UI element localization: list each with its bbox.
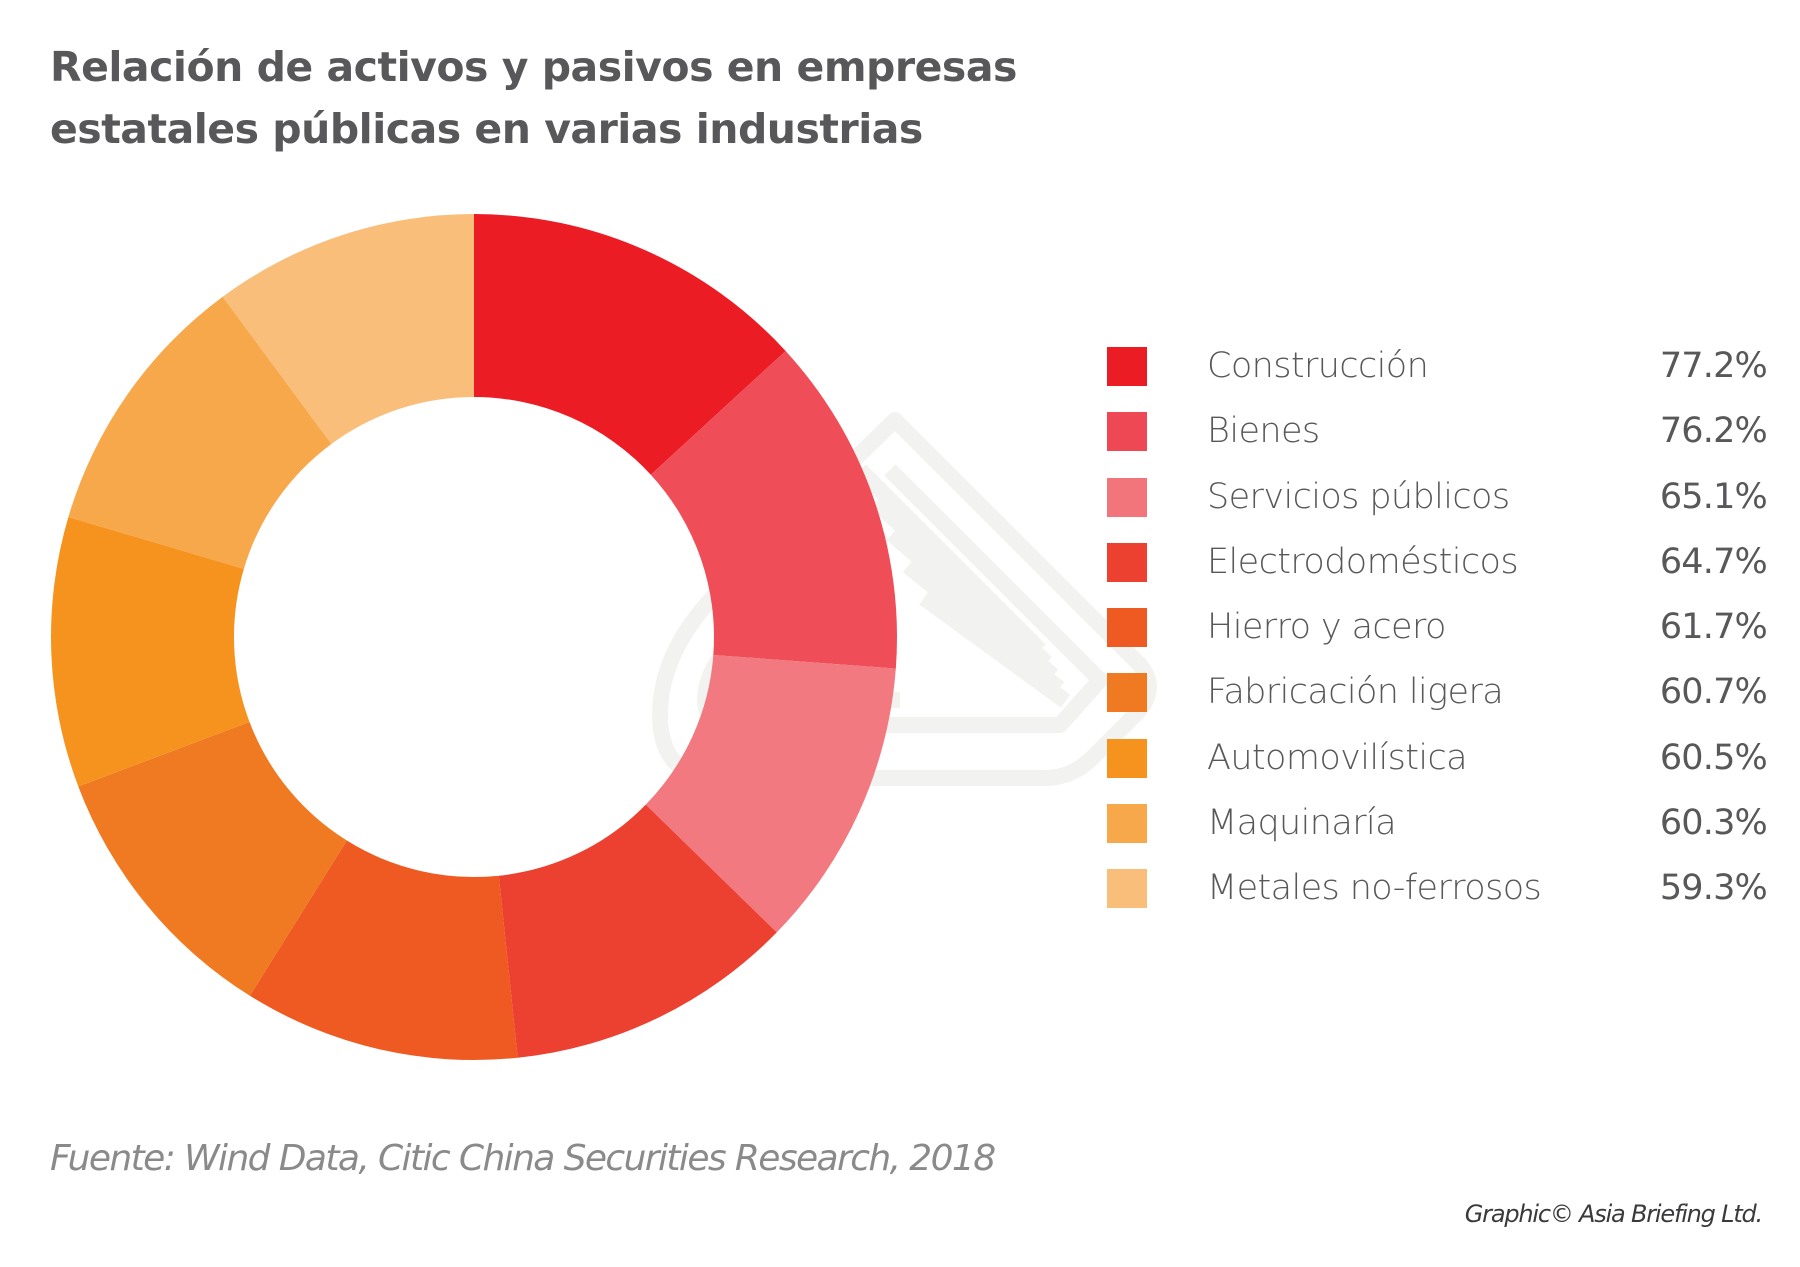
legend-item: Hierro y acero 61.7% xyxy=(1107,601,1768,666)
legend-label: Hierro y acero xyxy=(1207,607,1446,648)
legend-swatch xyxy=(1107,869,1147,909)
legend-label: Servicios públicos xyxy=(1207,476,1510,517)
donut-slice-fabricacion-ligera xyxy=(78,721,347,996)
donut-slice-automovilistica xyxy=(50,516,250,787)
legend-value: 59.3% xyxy=(1659,868,1768,909)
donut-slice-bienes xyxy=(650,350,897,669)
legend-item: Metales no-ferrosos 59.3% xyxy=(1107,862,1768,927)
legend-value: 65.1% xyxy=(1659,476,1768,517)
legend-swatch xyxy=(1107,608,1147,648)
legend-item: Electrodomésticos 64.7% xyxy=(1107,536,1768,601)
legend-item: Servicios públicos 65.1% xyxy=(1107,471,1768,536)
donut-slice-construccion xyxy=(474,214,786,475)
legend-swatch xyxy=(1107,804,1147,844)
legend-value: 77.2% xyxy=(1659,346,1768,386)
donut-slice-maquinaria xyxy=(68,296,332,569)
legend-label: Fabricación ligera xyxy=(1207,672,1504,713)
legend-label: Automovilística xyxy=(1207,737,1468,778)
legend-label: Bienes xyxy=(1207,411,1320,452)
legend-swatch xyxy=(1107,673,1147,713)
legend-item: Construcción 77.2% xyxy=(1107,340,1768,405)
legend-swatch xyxy=(1107,477,1147,517)
legend-value: 76.2% xyxy=(1659,411,1768,452)
donut-slices xyxy=(50,214,897,1061)
donut-slice-metales-no-ferrosos xyxy=(222,214,474,444)
legend-swatch xyxy=(1107,738,1147,778)
donut-slice-servicios-publicos xyxy=(645,654,896,933)
legend-label: Maquinaría xyxy=(1207,803,1397,844)
legend-item: Bienes 76.2% xyxy=(1107,405,1768,470)
legend-value: 60.3% xyxy=(1659,803,1768,844)
chart-title: Relación de activos y pasivos en empresa… xyxy=(50,36,1050,160)
legend-label: Construcción xyxy=(1207,346,1429,386)
donut-slice-electrodomesticos xyxy=(498,804,777,1058)
legend-value: 60.5% xyxy=(1659,737,1768,778)
legend-label: Metales no-ferrosos xyxy=(1207,868,1542,909)
legend-item: Fabricación ligera 60.7% xyxy=(1107,666,1768,731)
donut-slice-hierro-y-acero xyxy=(249,840,518,1061)
legend-value: 64.7% xyxy=(1659,541,1768,582)
source-note: Fuente: Wind Data, Citic China Securitie… xyxy=(50,1138,996,1179)
legend-swatch xyxy=(1107,347,1147,386)
legend-label: Electrodomésticos xyxy=(1207,541,1519,582)
chart-title-line-1: Relación de activos y pasivos en empresa… xyxy=(50,43,1017,91)
legend-swatch xyxy=(1107,412,1147,452)
legend-value: 61.7% xyxy=(1659,607,1768,648)
legend-value: 60.7% xyxy=(1659,672,1768,713)
legend-item: Maquinaría 60.3% xyxy=(1107,797,1768,862)
graphic-credit: Graphic© Asia Briefing Ltd. xyxy=(1464,1200,1763,1228)
legend: Construcción 77.2% Bienes 76.2% Servicios pú… xyxy=(1107,340,1768,928)
chart-title-line-2: estatales públicas en varias industrias xyxy=(50,105,923,153)
legend-item: Automovilística 60.5% xyxy=(1107,732,1768,797)
legend-swatch xyxy=(1107,542,1147,582)
